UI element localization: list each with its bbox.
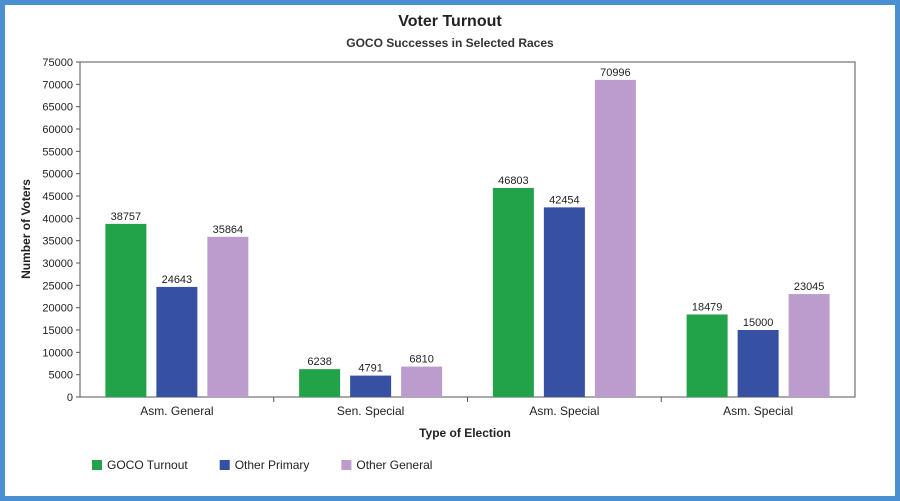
y-axis-title: Number of Voters [19,179,33,279]
x-category-label: Sen. Special [337,404,404,418]
bar [788,294,830,397]
y-tick-label: 50000 [42,169,73,181]
bar-value-label: 18479 [692,301,723,313]
bar-value-label: 6238 [307,356,331,368]
bar [594,79,636,398]
x-category-label: Asm. Special [529,404,599,418]
y-tick-label: 15000 [42,325,73,337]
bar [105,223,147,397]
bar-value-label: 42454 [549,194,580,206]
bar-value-label: 38757 [111,211,142,223]
bar [207,236,249,397]
bar-value-label: 24643 [162,274,193,286]
legend-swatch [341,460,352,470]
y-tick-label: 35000 [42,236,73,248]
legend-swatch [219,460,230,470]
bar-value-label: 23045 [794,281,825,293]
legend-swatch [92,460,102,470]
x-axis-title: Type of Election [419,426,511,440]
chart-title: Voter Turnout [398,13,502,30]
y-tick-label: 55000 [42,146,73,158]
bar-value-label: 6810 [409,354,433,366]
legend-label: Other General [356,458,432,472]
bar [492,187,534,397]
bar-value-label: 4791 [358,363,382,375]
bar-value-label: 35864 [213,224,244,236]
bar [686,314,728,397]
legend-label: GOCO Turnout [107,458,188,472]
y-tick-label: 30000 [42,258,73,270]
x-category-label: Asm. Special [723,404,793,418]
y-tick-label: 45000 [42,191,73,203]
bar [543,207,585,397]
bar-value-label: 46803 [498,175,529,187]
bar [401,366,443,397]
y-tick-label: 40000 [42,213,73,225]
y-tick-label: 0 [67,392,73,404]
bar [156,286,198,397]
y-tick-label: 75000 [42,57,73,69]
bar [350,375,392,397]
y-tick-label: 10000 [42,347,73,359]
y-tick-label: 25000 [42,280,73,292]
legend: GOCO Turnout Other Primary Other General [92,458,432,472]
bar [737,330,779,397]
plot-area: 0 5000 10000 15000 20000 25000 30000 35000 40000… [42,57,856,418]
bar-value-label: 70996 [600,67,631,79]
y-tick-label: 65000 [42,102,73,114]
y-tick-label: 5000 [49,370,73,382]
y-tick-label: 60000 [42,124,73,136]
bar [299,369,341,397]
chart-subtitle: GOCO Successes in Selected Races [346,36,554,50]
y-tick-label: 70000 [42,79,73,91]
legend-label: Other Primary [235,458,310,472]
y-tick-label: 20000 [42,303,73,315]
bar-value-label: 15000 [743,317,774,329]
x-category-label: Asm. General [140,404,213,418]
